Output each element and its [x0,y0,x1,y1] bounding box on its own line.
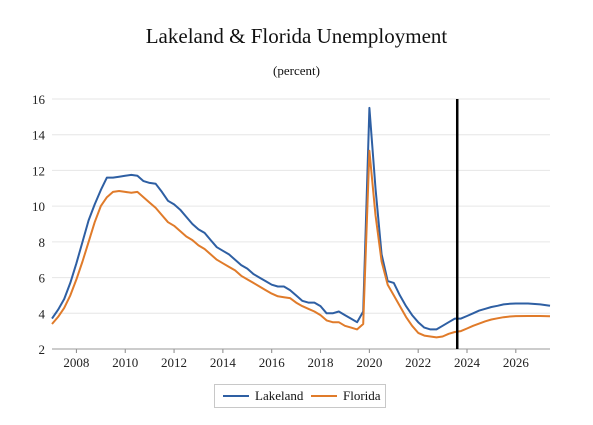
x-tick-label: 2024 [454,355,481,370]
y-tick-label: 4 [39,306,46,321]
y-tick-label: 8 [39,235,46,250]
x-tick-label: 2008 [63,355,89,370]
x-tick-label: 2012 [161,355,187,370]
series-lines [51,106,551,339]
y-tick-label: 6 [39,271,46,286]
legend-swatch-florida [311,395,337,397]
legend-label-florida: Florida [343,388,381,403]
x-tick-label: 2022 [405,355,431,370]
x-tick-label: 2016 [259,355,286,370]
series-line-lakeland [51,106,551,331]
x-tick-label: 2026 [503,355,530,370]
chart-title: Lakeland & Florida Unemployment [145,24,448,48]
legend-swatch-lakeland [223,395,249,397]
y-tick-label: 2 [39,342,46,357]
chart-subtitle: (percent) [273,63,320,78]
y-tick-label: 14 [32,128,46,143]
axes: 2 4 6 8 10 12 14 16 2008 2010 2012 2014 2016 2018 2020… [32,92,550,370]
x-tick-label: 2010 [112,355,138,370]
x-tick-label: 2020 [356,355,382,370]
y-tick-label: 16 [32,92,46,107]
legend-label-lakeland: Lakeland [255,388,304,403]
x-tick-label: 2014 [210,355,237,370]
legend: Lakeland Florida [214,384,386,408]
series-line-florida [51,149,551,339]
x-tick-label: 2018 [308,355,334,370]
y-tick-label: 10 [32,199,45,214]
y-tick-label: 12 [32,163,45,178]
